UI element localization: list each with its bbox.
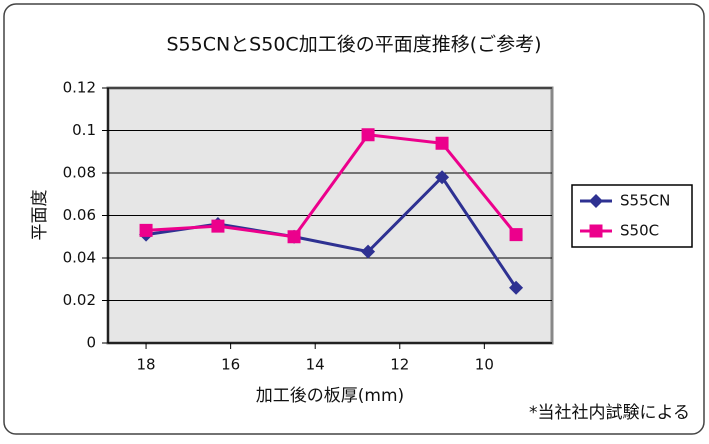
point (509, 228, 523, 242)
x-axis-label: 加工後の板厚(mm) (256, 386, 404, 406)
y-tick-label: 0.04 (63, 249, 96, 267)
point (361, 128, 375, 142)
chart-title: S55CNとS50C加工後の平面度推移(ご参考) (166, 34, 541, 56)
x-tick-label: 12 (390, 356, 409, 374)
legend-label: S55CN (620, 192, 670, 210)
x-tick-label: 14 (306, 356, 325, 374)
x-tick-label: 16 (221, 356, 240, 374)
y-tick-label: 0.08 (63, 164, 96, 182)
y-tick-label: 0.12 (63, 79, 96, 97)
point (361, 244, 376, 259)
point (287, 230, 301, 244)
y-tick-label: 0.02 (63, 291, 96, 309)
x-tick-label: 18 (137, 356, 156, 374)
series-line (145, 133, 518, 239)
legend-label: S50C (620, 222, 659, 240)
point (211, 219, 225, 233)
y-tick-label: 0.06 (63, 206, 96, 224)
y-tick-label: 0 (86, 334, 96, 352)
x-tick-label: 10 (475, 356, 494, 374)
y-axis-label: 平面度 (30, 190, 50, 241)
point (139, 223, 153, 237)
legend-marker (589, 224, 603, 238)
point (435, 136, 449, 150)
y-tick-label: 0.1 (72, 121, 96, 139)
annotation: *当社社内試験による (529, 403, 690, 423)
legend-marker (589, 194, 603, 208)
point (435, 170, 450, 185)
point (509, 280, 524, 295)
